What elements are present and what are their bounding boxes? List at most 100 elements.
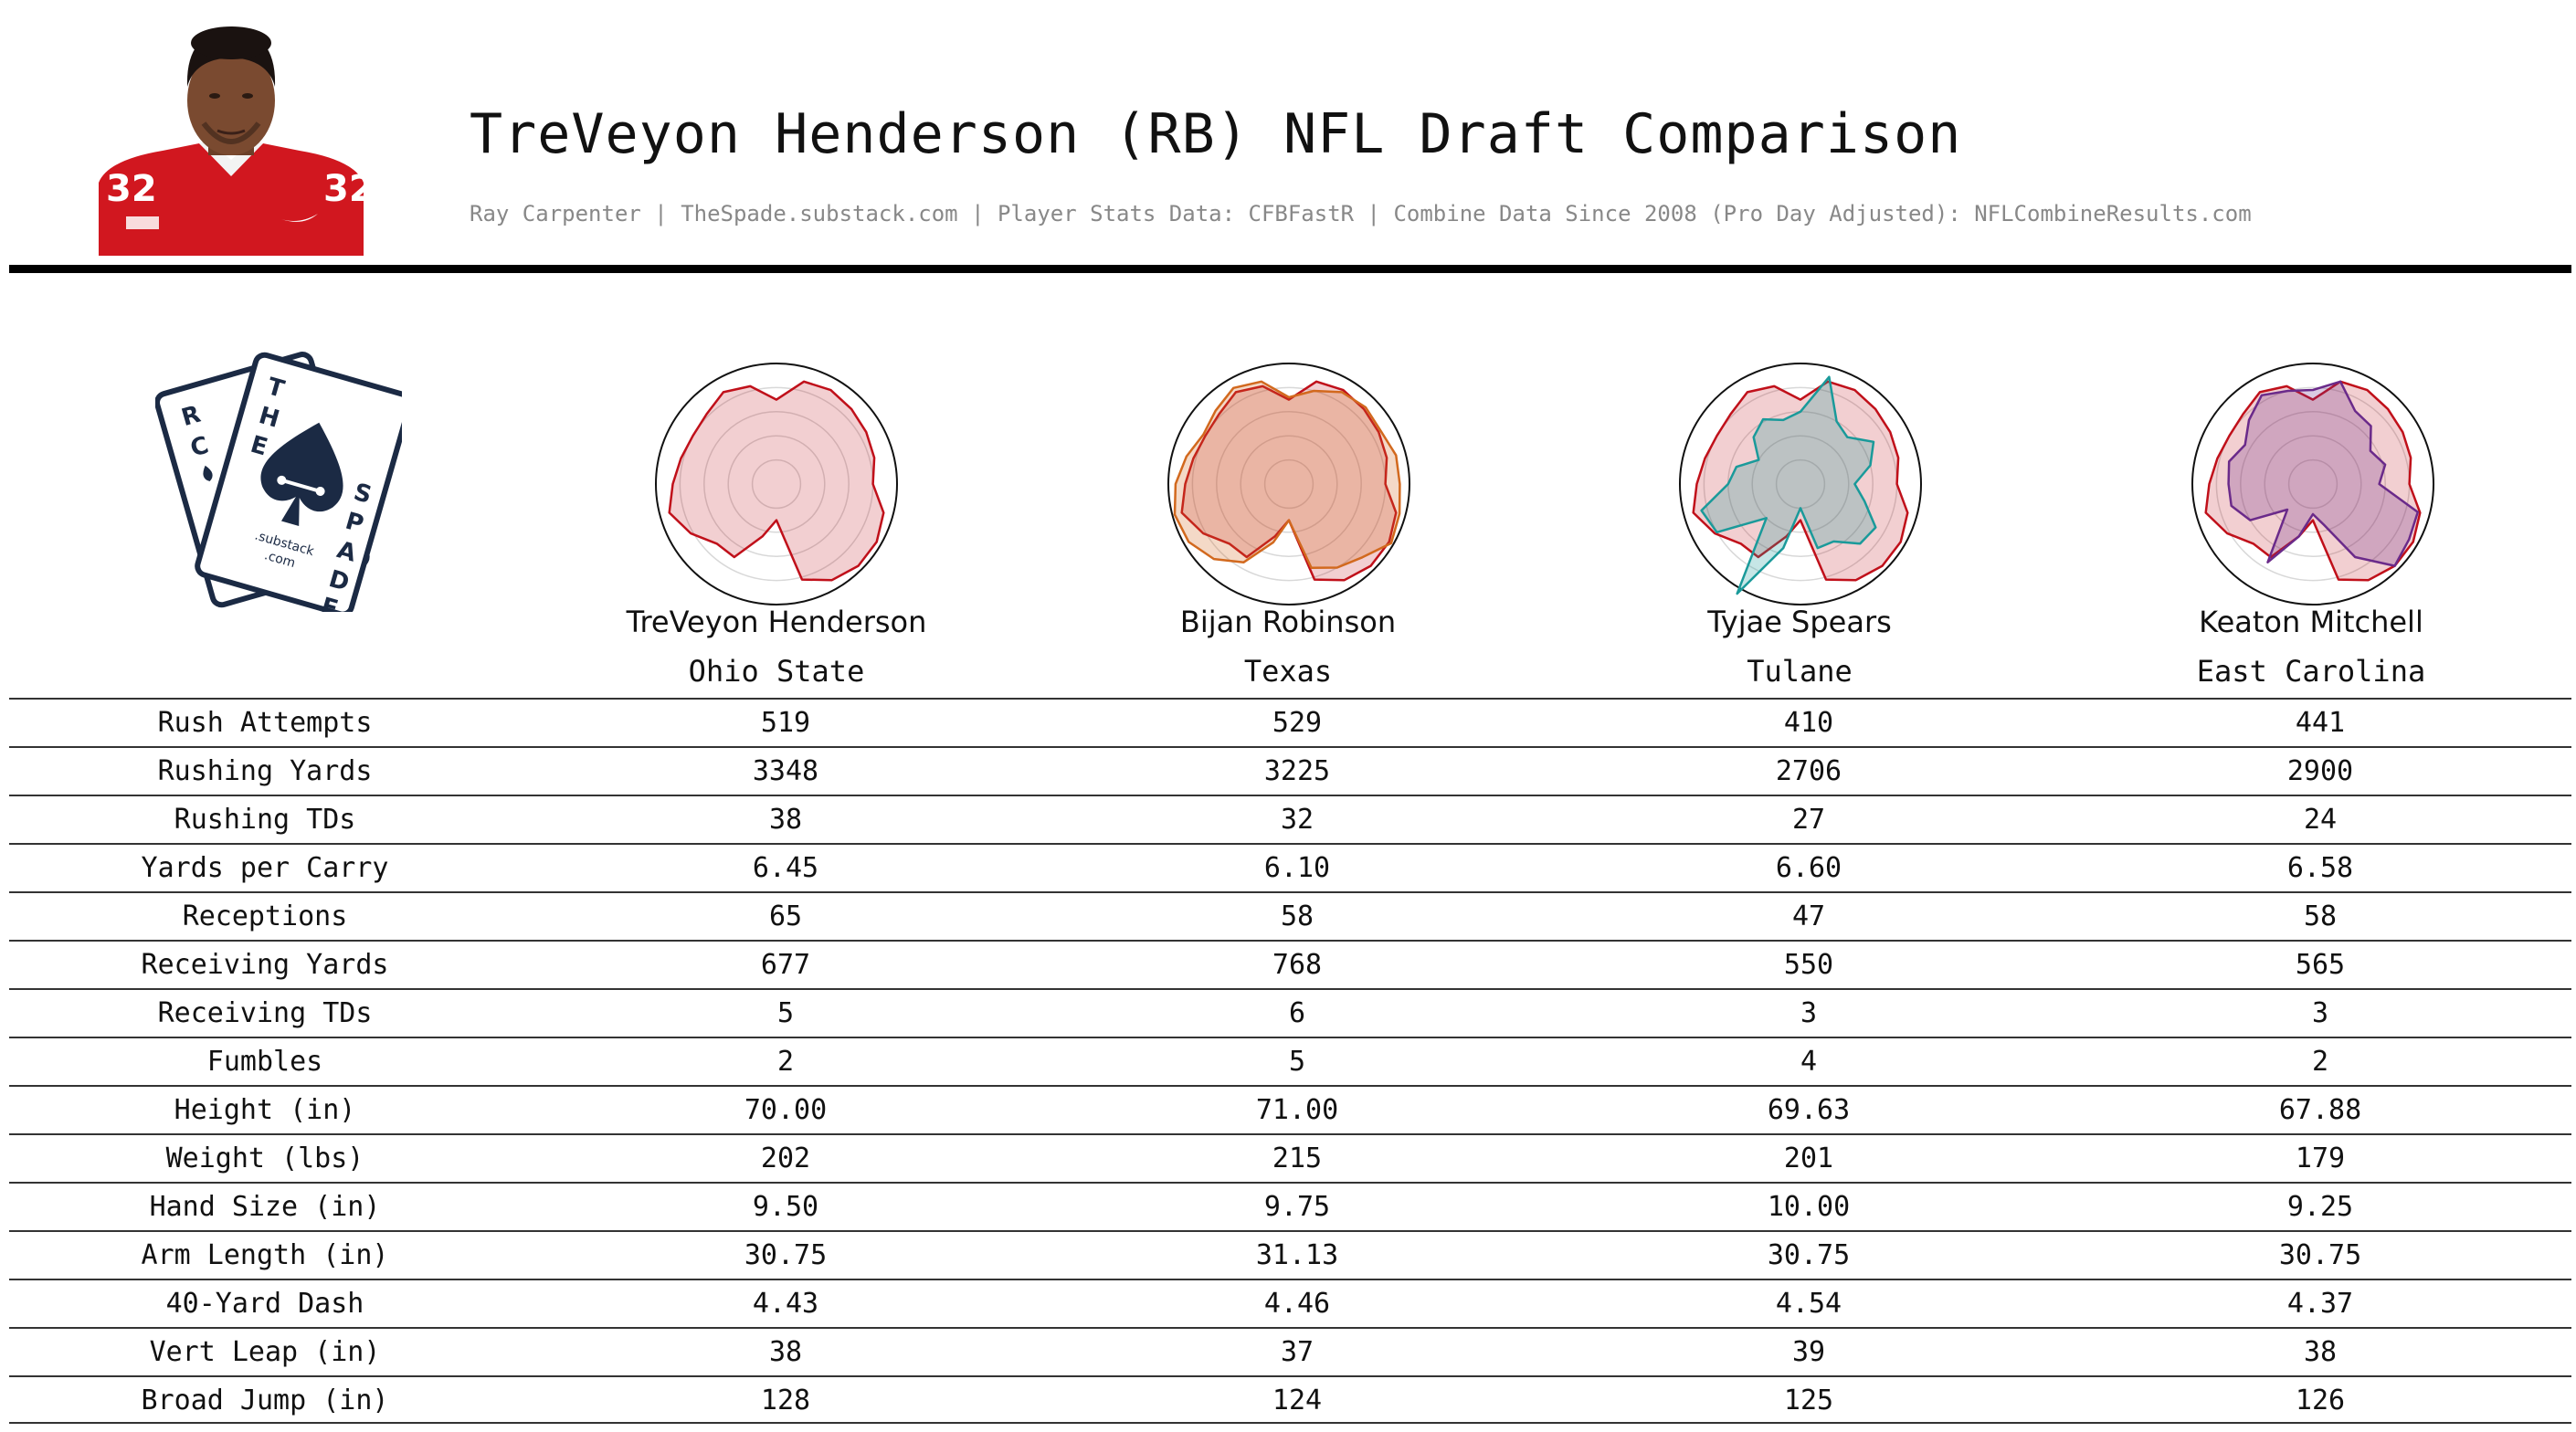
radar-grid-ring: [1263, 458, 1314, 510]
table-cell: 768: [1272, 949, 1323, 981]
table-cell: 9.75: [1263, 1191, 1331, 1223]
table-cell: 125: [1783, 1385, 1834, 1416]
radar-series-treveyon-henderson: [1692, 380, 1909, 582]
row-label: Fumbles: [206, 1046, 323, 1078]
table-cell: 70.00: [744, 1094, 828, 1126]
table-cell: 550: [1783, 949, 1834, 981]
table-row: Fumbles 2 5 4 2: [9, 1037, 2571, 1085]
table-row: Hand Size (in) 9.50 9.75 10.00 9.25: [9, 1182, 2571, 1230]
table-cell: 69.63: [1767, 1094, 1851, 1126]
row-label: Rushing Yards: [157, 755, 373, 787]
table-cell: 38: [768, 804, 803, 836]
table-cell: 3: [2311, 997, 2329, 1029]
table-cell: 65: [768, 900, 803, 932]
table-cell: 441: [2295, 707, 2346, 739]
table-cell: 565: [2295, 949, 2346, 981]
table-cell: 71.00: [1255, 1094, 1339, 1126]
player-school-3: Tulane: [1747, 654, 1853, 689]
table-row: Weight (lbs) 202 215 201 179: [9, 1133, 2571, 1182]
radar-series-treveyon-henderson: [2204, 380, 2422, 582]
row-label: Rush Attempts: [157, 707, 373, 739]
radar-outer-ring: [1679, 363, 1922, 605]
table-cell: 6: [1288, 997, 1306, 1029]
table-cell: 124: [1272, 1385, 1323, 1416]
big-spade-icon: [260, 422, 343, 527]
radar-series-keaton-mitchell: [2227, 380, 2420, 567]
table-cell: 5: [776, 997, 795, 1029]
table-cell: 3348: [752, 755, 819, 787]
table-cell: 2: [776, 1046, 795, 1078]
player-name-2: Bijan Robinson: [1179, 605, 1397, 639]
radar-grid-ring: [1751, 435, 1850, 533]
radar-grid-ring: [727, 435, 826, 533]
radar-series-tyjae-spears: [1700, 375, 1877, 595]
table-row: Receptions 65 58 47 58: [9, 891, 2571, 940]
table-cell: 179: [2295, 1142, 2346, 1174]
table-row: Rush Attempts 519 529 410 441: [9, 698, 2571, 746]
table-cell: 58: [2303, 900, 2338, 932]
table-row: Rushing Yards 3348 3225 2706 2900: [9, 746, 2571, 795]
player-name-1: TreVeyon Henderson: [626, 605, 927, 639]
table-row: Yards per Carry 6.45 6.10 6.60 6.58: [9, 843, 2571, 891]
table-cell: 4.54: [1775, 1288, 1842, 1320]
table-row: Rushing TDs 38 32 27 24: [9, 795, 2571, 843]
row-label: Receiving Yards: [141, 949, 389, 981]
table-cell: 4.46: [1263, 1288, 1331, 1320]
page-subtitle: Ray Carpenter | TheSpade.substack.com | …: [470, 201, 2252, 226]
table-cell: 31.13: [1255, 1239, 1339, 1271]
table-cell: 6.10: [1263, 852, 1331, 884]
table-cell: 3225: [1263, 755, 1331, 787]
radar-chart-mitchell: [2191, 363, 2434, 605]
row-label: Arm Length (in): [141, 1239, 389, 1271]
table-cell: 126: [2295, 1385, 2346, 1416]
table-cell: 201: [1783, 1142, 1834, 1174]
table-row: Vert Leap (in) 38 37 39 38: [9, 1327, 2571, 1375]
table-cell: 24: [2303, 804, 2338, 836]
table-cell: 410: [1783, 707, 1834, 739]
table-row: 40-Yard Dash 4.43 4.46 4.54 4.37: [9, 1279, 2571, 1327]
player-name-3: Tyjae Spears: [1707, 605, 1892, 639]
table-cell: 10.00: [1767, 1191, 1851, 1223]
table-row: Height (in) 70.00 71.00 69.63 67.88: [9, 1085, 2571, 1133]
table-cell: 2706: [1775, 755, 1842, 787]
radar-series-bijan-robinson: [1173, 380, 1401, 570]
radar-grid-ring: [2287, 458, 2338, 510]
table-row: Receiving TDs 5 6 3 3: [9, 988, 2571, 1037]
row-label: Receiving TDs: [157, 997, 373, 1029]
table-cell: 32: [1280, 804, 1314, 836]
radar-grid-ring: [2240, 411, 2386, 557]
table-row: Receiving Yards 677 768 550 565: [9, 940, 2571, 988]
radar-chart-spears: [1679, 363, 1922, 605]
table-cell: 9.25: [2286, 1191, 2354, 1223]
table-cell: 6.58: [2286, 852, 2354, 884]
row-label: Yards per Carry: [141, 852, 389, 884]
table-row: Broad Jump (in) 128 124 125 126: [9, 1375, 2571, 1424]
row-label: Weight (lbs): [165, 1142, 364, 1174]
radar-grid-ring: [2264, 435, 2362, 533]
table-cell: 4: [1800, 1046, 1818, 1078]
player-headshot: 32 32: [99, 26, 364, 256]
radar-series-treveyon-henderson: [668, 380, 885, 582]
player-school-4: East Carolina: [2196, 654, 2426, 689]
table-row: Arm Length (in) 30.75 31.13 30.75 30.75: [9, 1230, 2571, 1279]
page-title: TreVeyon Henderson (RB) NFL Draft Compar…: [470, 102, 1962, 166]
row-label: 40-Yard Dash: [165, 1288, 364, 1320]
table-cell: 30.75: [2278, 1239, 2362, 1271]
table-cell: 2900: [2286, 755, 2354, 787]
table-cell: 3: [1800, 997, 1818, 1029]
table-cell: 37: [1280, 1336, 1314, 1368]
header-divider: [9, 265, 2571, 273]
table-cell: 677: [760, 949, 811, 981]
table-cell: 6.45: [752, 852, 819, 884]
row-label: Hand Size (in): [149, 1191, 381, 1223]
table-cell: 27: [1791, 804, 1826, 836]
table-cell: 5: [1288, 1046, 1306, 1078]
table-cell: 2: [2311, 1046, 2329, 1078]
radar-grid-ring: [703, 411, 850, 557]
table-cell: 4.43: [752, 1288, 819, 1320]
radar-outer-ring: [655, 363, 898, 605]
radar-outer-ring: [1167, 363, 1410, 605]
row-label: Broad Jump (in): [141, 1385, 389, 1416]
row-label: Height (in): [174, 1094, 356, 1126]
table-cell: 58: [1280, 900, 1314, 932]
